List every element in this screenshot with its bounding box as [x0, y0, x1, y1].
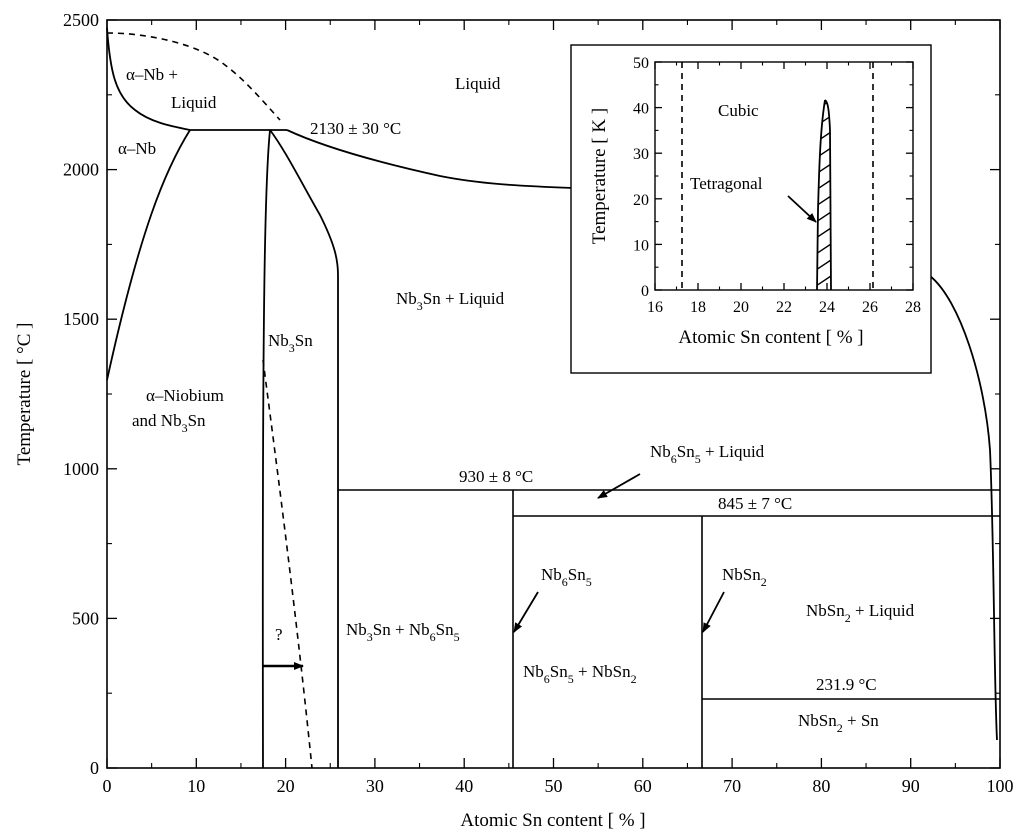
main-x-tick-label: 0: [103, 776, 112, 796]
label-alpha-nb-liquid-2: Liquid: [171, 93, 217, 112]
inset-x-tick-label: 26: [862, 299, 878, 316]
inset-x-tick-label: 28: [905, 299, 921, 316]
inset-tetragonal-right-edge: [824, 99, 832, 291]
nb3sn-tetragonal-dashed: [262, 359, 313, 769]
inset-y-tick-label: 10: [633, 237, 649, 254]
arrow-nb6sn5: [513, 591, 539, 633]
arrow-nbsn2: [702, 591, 725, 633]
inset-tetragonal-left-edge: [816, 99, 826, 291]
main-x-tick-label: 80: [812, 776, 830, 796]
alpha-nb-liquidus-curve: [106, 27, 191, 131]
label-nb3sn: Nb3Sn: [268, 331, 313, 355]
main-y-tick-label: 2500: [63, 10, 99, 30]
inset-x-tick-label: 24: [819, 299, 835, 316]
inset-arrow-tetragonal: [787, 195, 817, 223]
main-y-tick-label: 1500: [63, 309, 99, 329]
main-x-tick-label: 10: [187, 776, 205, 796]
label-alpha-niobium-1: α–Niobium: [146, 386, 224, 405]
nb3sn-right-boundary: [269, 129, 339, 768]
inset-tetragonal-hatch: [817, 100, 831, 290]
inset-x-tick-label: 22: [776, 299, 792, 316]
label-nb6sn5-liquid: Nb6Sn5 + Liquid: [650, 442, 765, 466]
main-x-tick-label: 100: [987, 776, 1014, 796]
inset-y-axis-title: Temperature [ K ]: [589, 108, 610, 244]
main-y-tick-label: 2000: [63, 160, 99, 180]
label-temp-845: 845 ± 7 °C: [718, 494, 792, 513]
main-x-tick-label: 60: [634, 776, 652, 796]
inset-x-axis-title: Atomic Sn content [ % ]: [678, 327, 863, 348]
main-x-tick-label: 70: [723, 776, 741, 796]
label-nb6sn5: Nb6Sn5: [541, 565, 592, 589]
label-alpha-nb-liquid-1: α–Nb +: [126, 65, 178, 84]
label-liquid: Liquid: [455, 74, 501, 93]
inset-y-tick-label: 50: [633, 55, 649, 72]
label-temp-930: 930 ± 8 °C: [459, 467, 533, 486]
main-y-tick-label: 0: [90, 758, 99, 778]
main-x-tick-label: 90: [902, 776, 920, 796]
label-nb6sn5-nbsn2: Nb6Sn5 + NbSn2: [523, 662, 637, 686]
inset-y-tick-label: 20: [633, 192, 649, 209]
inset-x-tick-label: 16: [647, 299, 663, 316]
inset-y-tick-label: 30: [633, 146, 649, 163]
arrow-nb6sn5-liquid: [597, 473, 641, 499]
label-nb3sn-nb6sn5: Nb3Sn + Nb6Sn5: [346, 620, 460, 644]
alpha-nb-solvus-curve: [106, 129, 191, 381]
alpha-nb-dashed-boundary: [106, 32, 281, 121]
main-x-tick-label: 50: [545, 776, 563, 796]
label-nbsn2-sn: NbSn2 + Sn: [798, 711, 879, 735]
label-nbsn2: NbSn2: [722, 565, 767, 589]
inset-label-tetragonal: Tetragonal: [690, 174, 763, 193]
liquidus-curve-right: [929, 275, 998, 741]
inset-x-tick-label: 18: [690, 299, 706, 316]
main-x-tick-label: 30: [366, 776, 384, 796]
label-alpha-nb: α–Nb: [118, 139, 156, 158]
inset-label-cubic: Cubic: [718, 101, 759, 120]
main-x-tick-label: 40: [455, 776, 473, 796]
label-nbsn2-liquid: NbSn2 + Liquid: [806, 601, 915, 625]
inset-y-tick-label: 40: [633, 101, 649, 118]
inset-x-tick-label: 20: [733, 299, 749, 316]
label-temp-231: 231.9 °C: [816, 675, 877, 694]
y-axis-title: Temperature [ °C ]: [14, 323, 35, 466]
main-y-tick-label: 1000: [63, 459, 99, 479]
nb3sn-left-boundary: [261, 129, 271, 769]
inset-axis-ticks: 16 18 20 22 24 26 28 0 10 20 30 40 50: [633, 55, 921, 316]
liquidus-curve-main: [286, 129, 574, 189]
inset-panel: [570, 44, 932, 374]
label-alpha-niobium-2: and Nb3Sn: [132, 411, 206, 435]
x-axis-title: Atomic Sn content [ % ]: [460, 810, 645, 831]
main-axis-ticks: 0 10 20 30 40 50 60 70 80 90 100050010001500200025…: [63, 10, 1014, 796]
label-peritectic-temp: 2130 ± 30 °C: [310, 119, 401, 138]
inset-y-tick-label: 0: [641, 283, 649, 300]
label-question: ?: [275, 625, 283, 644]
main-x-tick-label: 20: [277, 776, 295, 796]
main-y-tick-label: 500: [72, 608, 99, 628]
label-nb3sn-liquid: Nb3Sn + Liquid: [396, 289, 505, 313]
